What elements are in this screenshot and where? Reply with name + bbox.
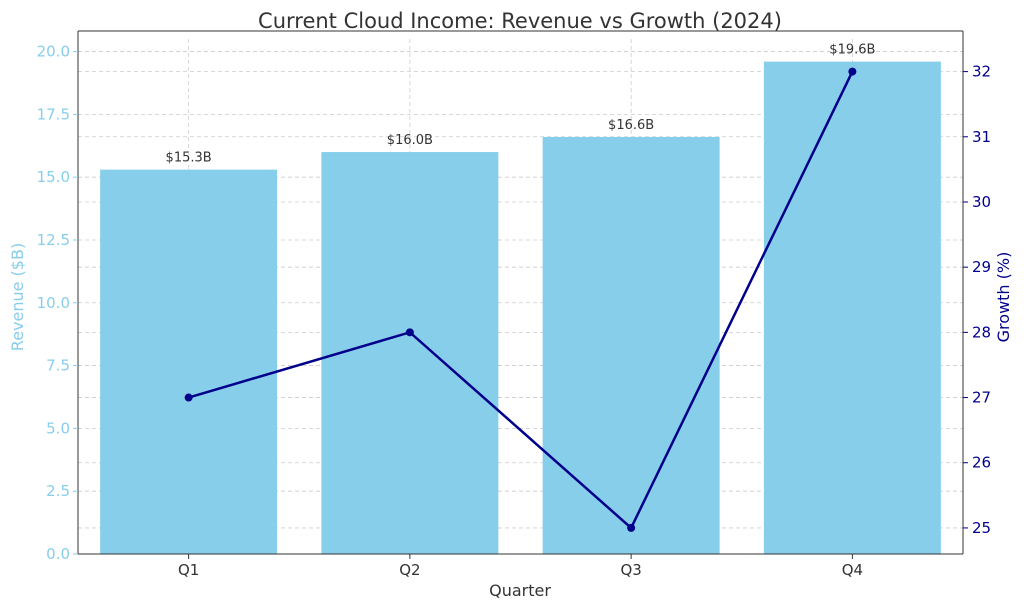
y2-tick-label: 32 xyxy=(972,63,991,81)
y-tick-label: 12.5 xyxy=(37,231,70,249)
bar-data-label: $19.6B xyxy=(829,43,875,58)
x-tick-label: Q1 xyxy=(178,561,199,579)
bar xyxy=(100,169,278,554)
y2-tick-label: 27 xyxy=(972,389,991,407)
growth-point xyxy=(627,523,636,532)
y-axis-label: Revenue ($B) xyxy=(8,243,27,351)
bar xyxy=(542,136,720,554)
y2-tick-label: 29 xyxy=(972,258,991,276)
growth-point xyxy=(848,67,857,76)
bar-series: $15.3B $16.0B $16.6B $19.6B xyxy=(100,43,941,555)
axes: 0.0 2.5 5.0 7.5 10.0 12.5 15.0 17.5 20.0 25 26 27 28… xyxy=(37,30,991,579)
chart-title: Current Cloud Income: Revenue vs Growth … xyxy=(258,9,782,33)
x-tick-label: Q2 xyxy=(399,561,420,579)
y2-tick-label: 25 xyxy=(972,519,991,537)
y-tick-label: 10.0 xyxy=(37,294,70,312)
growth-line-series xyxy=(184,67,857,532)
y2-axis-label: Growth (%) xyxy=(994,252,1013,343)
y2-tick-label: 28 xyxy=(972,323,991,341)
y-tick-label: 17.5 xyxy=(37,105,70,123)
bar xyxy=(763,61,941,555)
y2-tick-label: 31 xyxy=(972,128,991,146)
x-axis-label: Quarter xyxy=(489,581,551,600)
growth-line xyxy=(188,71,854,530)
y-tick-label: 2.5 xyxy=(46,482,70,500)
y2-tick-label: 26 xyxy=(972,454,991,472)
y2-tick-label: 30 xyxy=(972,193,991,211)
x-tick-label: Q3 xyxy=(620,561,641,579)
y-tick-label: 20.0 xyxy=(37,43,70,61)
x-tick-label: Q4 xyxy=(842,561,863,579)
growth-point xyxy=(184,393,193,402)
growth-point xyxy=(405,328,414,337)
bar-data-label: $15.3B xyxy=(166,151,212,166)
y-tick-label: 15.0 xyxy=(37,168,70,186)
bar-data-label: $16.0B xyxy=(387,133,433,148)
y-tick-label: 5.0 xyxy=(46,419,70,437)
bar xyxy=(321,152,499,555)
y-tick-label: 7.5 xyxy=(46,357,70,375)
y-tick-label: 0.0 xyxy=(46,545,70,563)
bar-data-label: $16.6B xyxy=(608,118,654,133)
